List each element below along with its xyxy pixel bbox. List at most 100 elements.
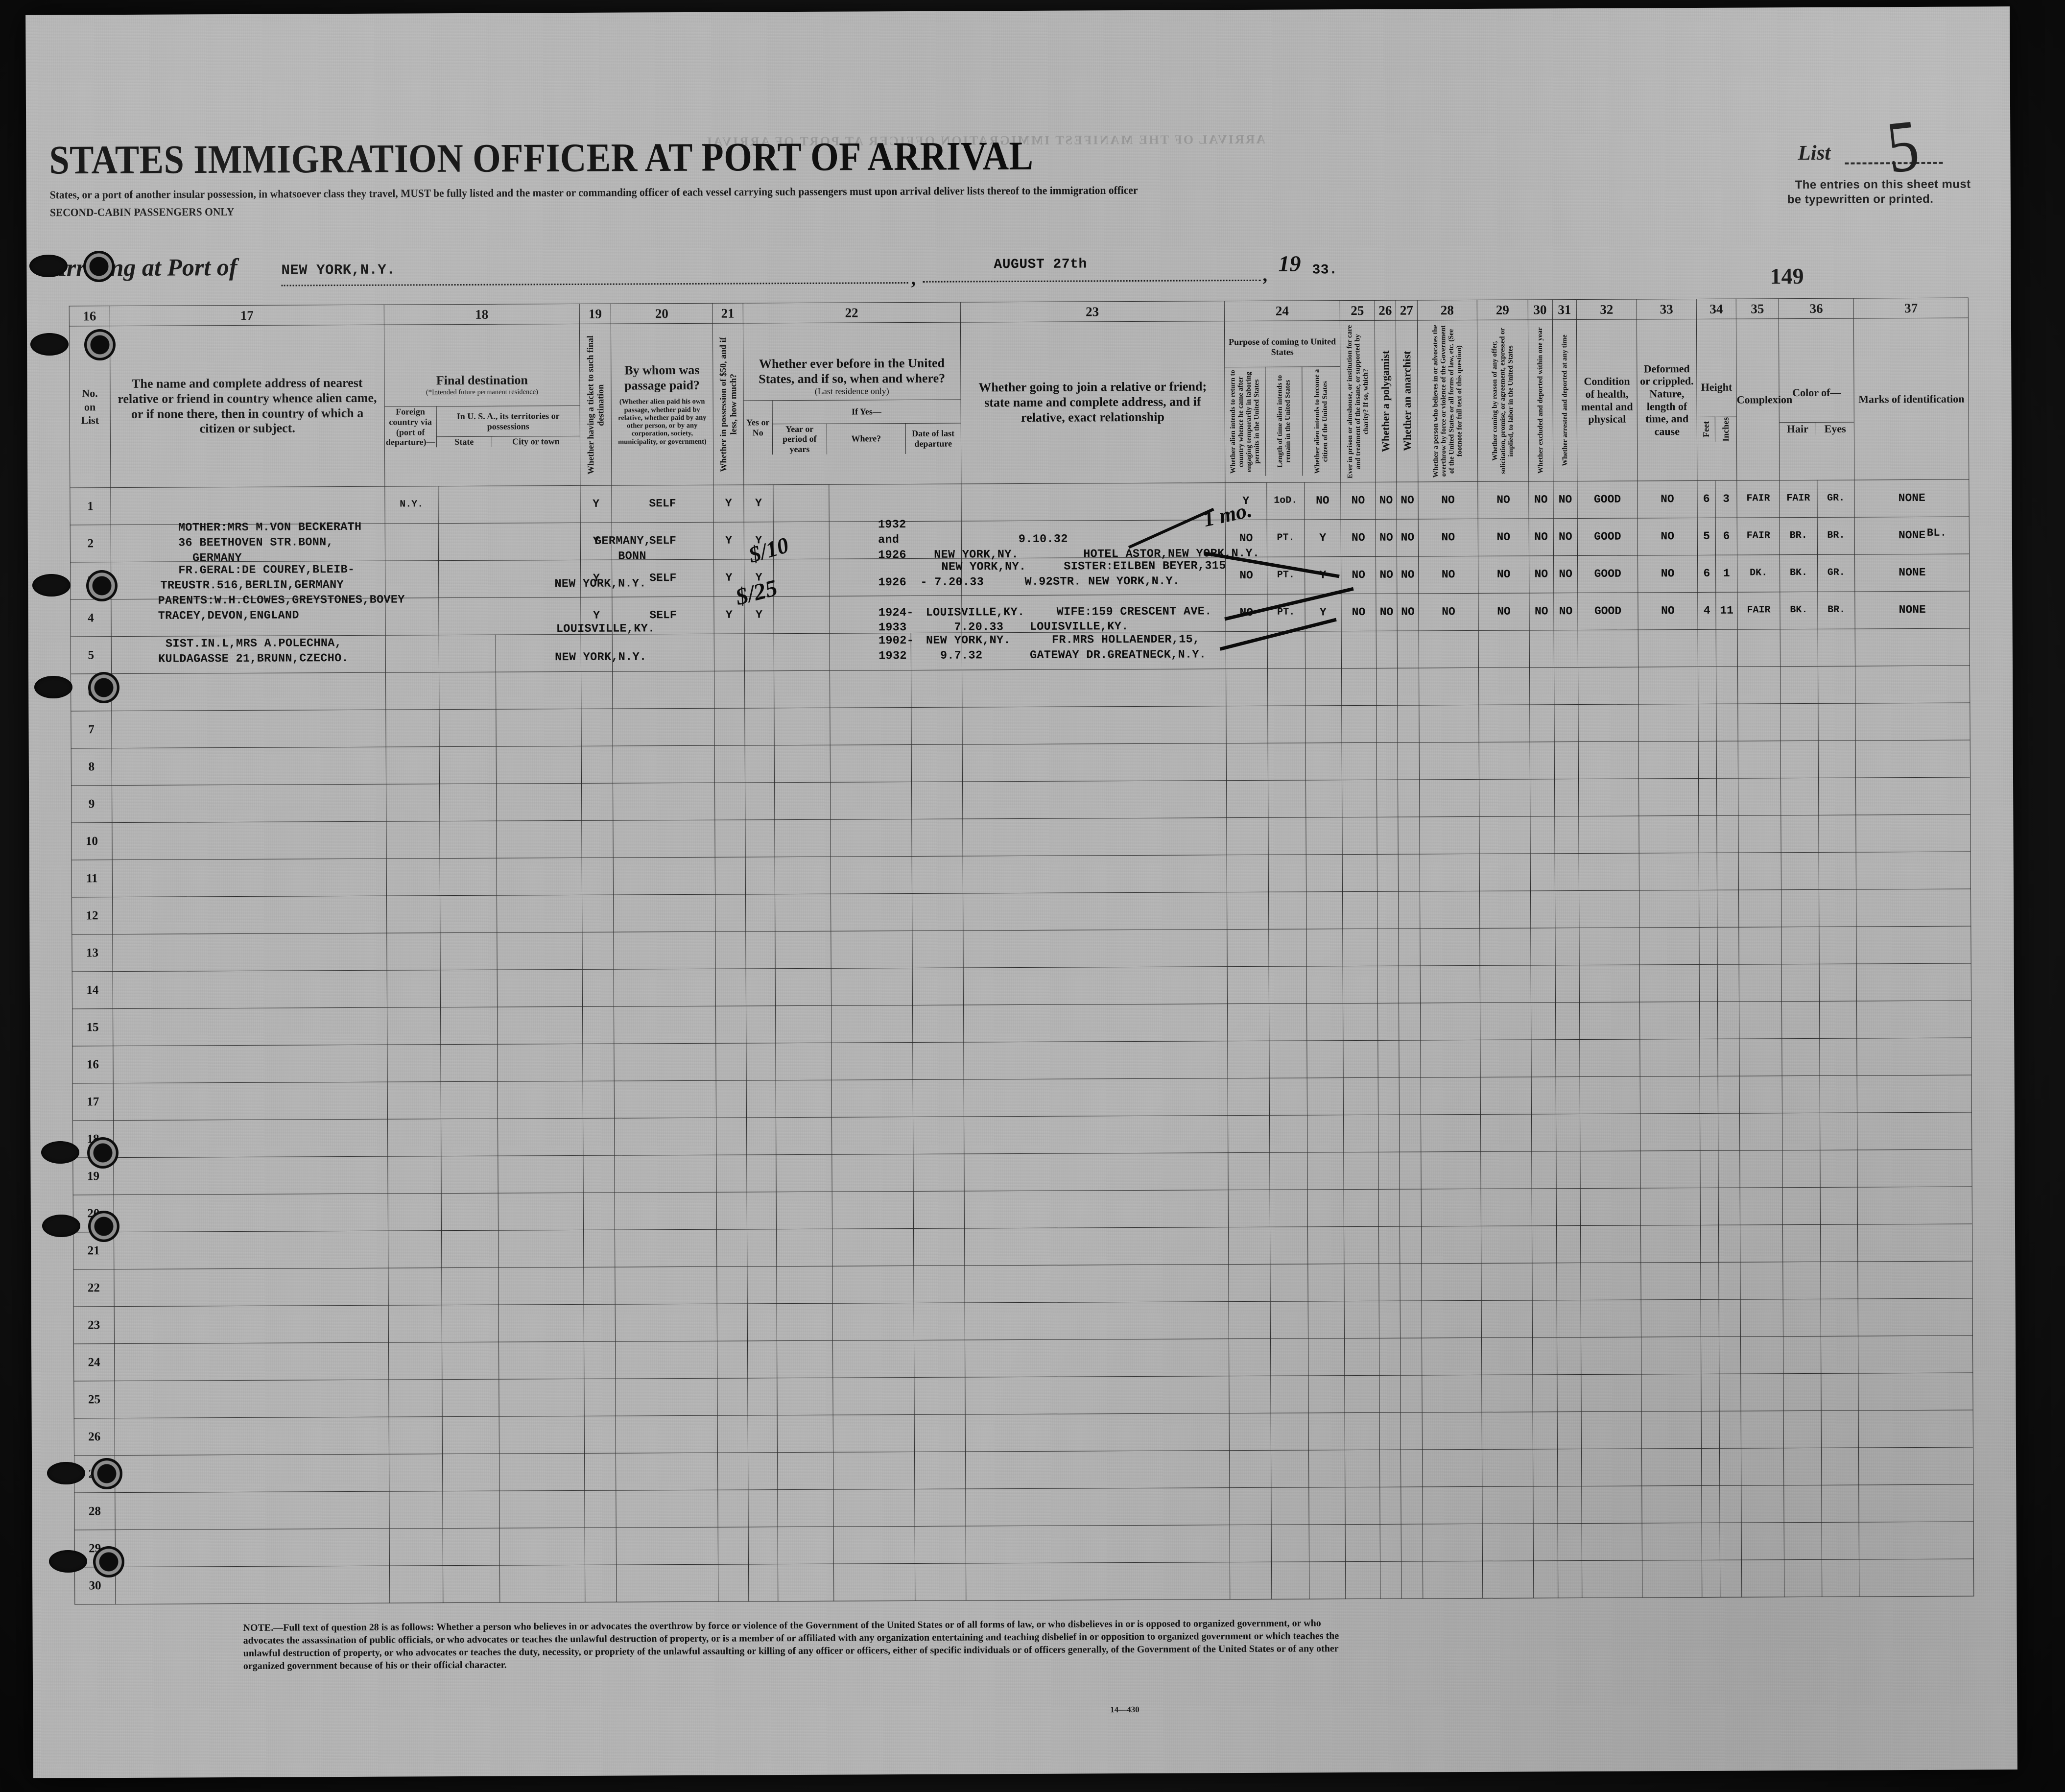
empty-cell bbox=[1532, 1263, 1557, 1300]
empty-cell bbox=[1719, 1374, 1741, 1411]
empty-cell bbox=[744, 708, 775, 745]
empty-cell bbox=[385, 709, 439, 747]
empty-cell bbox=[1532, 1411, 1558, 1449]
empty-cell bbox=[113, 970, 387, 1009]
empty-cell bbox=[1783, 1299, 1821, 1337]
empty-cell bbox=[1531, 1114, 1556, 1151]
empty-cell bbox=[1818, 741, 1856, 778]
empty-cell bbox=[1532, 1374, 1557, 1412]
empty-cell bbox=[1783, 1410, 1822, 1448]
empty-cell bbox=[748, 1489, 778, 1527]
empty-cell bbox=[1858, 1261, 1973, 1299]
header-16-l1: No. bbox=[82, 387, 98, 400]
punch-hole-8 bbox=[49, 1550, 87, 1573]
row-number: 14 bbox=[72, 971, 113, 1009]
empty-cell bbox=[613, 857, 715, 895]
colnum-31: 31 bbox=[1552, 299, 1577, 320]
empty-cell bbox=[714, 819, 746, 858]
empty-cell bbox=[1308, 1487, 1346, 1525]
empty-cell bbox=[1478, 667, 1530, 705]
empty-cell bbox=[1639, 1076, 1700, 1114]
empty-cell bbox=[745, 745, 775, 783]
empty-cell bbox=[963, 929, 1227, 968]
empty-cell bbox=[615, 1266, 717, 1305]
empty-cell bbox=[1718, 1150, 1740, 1188]
empty-cell bbox=[1480, 1039, 1531, 1077]
header-20-subtitle: (Whether alien paid his own passage, whe… bbox=[618, 398, 707, 446]
cell-30: NO bbox=[1529, 593, 1554, 630]
empty-cell bbox=[1700, 1188, 1719, 1225]
empty-cell bbox=[1530, 928, 1555, 965]
cell-37: NONE bbox=[1854, 479, 1970, 518]
empty-cell bbox=[498, 1304, 584, 1342]
cell-35: DK. bbox=[1737, 554, 1780, 593]
empty-cell bbox=[1377, 854, 1399, 892]
empty-cell bbox=[1422, 1524, 1483, 1561]
empty-cell bbox=[584, 1304, 616, 1342]
empty-cell bbox=[1581, 1337, 1641, 1375]
empty-cell bbox=[1699, 964, 1718, 1002]
empty-cell bbox=[582, 1044, 615, 1081]
empty-cell bbox=[1741, 1448, 1784, 1486]
empty-cell bbox=[581, 783, 614, 821]
empty-cell bbox=[1717, 890, 1739, 928]
empty-cell bbox=[1717, 964, 1739, 1002]
empty-cell bbox=[1419, 742, 1479, 780]
page-number: 149 bbox=[1770, 263, 1804, 289]
empty-cell bbox=[833, 1414, 915, 1453]
empty-cell bbox=[1856, 926, 1971, 964]
header-34-inches: Inches bbox=[1720, 417, 1731, 442]
year-prefix: 19 bbox=[1278, 251, 1301, 276]
empty-cell bbox=[1307, 1301, 1345, 1338]
empty-cell bbox=[1818, 666, 1856, 704]
cell-33: NO bbox=[1638, 555, 1698, 593]
empty-cell bbox=[1533, 1560, 1558, 1598]
empty-cell bbox=[1479, 816, 1530, 854]
empty-cell bbox=[746, 1154, 777, 1192]
empty-cell bbox=[1716, 629, 1738, 667]
empty-cell bbox=[1422, 1449, 1482, 1487]
header-18-foreign-country: Foreign country via (port of departure)— bbox=[385, 406, 435, 448]
empty-cell bbox=[776, 1154, 832, 1192]
header-24-citizen: Whether alien intends to become a citize… bbox=[1313, 369, 1329, 474]
empty-cell bbox=[1342, 817, 1377, 855]
header-subtitle-line2: SECOND-CABIN PASSENGERS ONLY bbox=[49, 205, 235, 219]
cell-28: NO bbox=[1418, 556, 1478, 594]
cell-37: NONE bbox=[1855, 591, 1970, 629]
empty-cell bbox=[496, 709, 582, 747]
empty-cell bbox=[1532, 1300, 1557, 1338]
empty-cell bbox=[1557, 1374, 1582, 1412]
empty-cell bbox=[1858, 1336, 1973, 1374]
empty-cell bbox=[1397, 668, 1419, 706]
empty-cell bbox=[115, 1566, 390, 1604]
row-number: 10 bbox=[71, 822, 113, 860]
empty-cell bbox=[1306, 1077, 1344, 1115]
empty-cell bbox=[1400, 1226, 1422, 1264]
empty-cell bbox=[776, 1117, 832, 1155]
empty-cell bbox=[1642, 1560, 1702, 1598]
arriving-at-port-label: Arriving at Port of bbox=[50, 253, 237, 282]
empty-cell bbox=[1480, 965, 1531, 1003]
empty-cell bbox=[1482, 1486, 1533, 1524]
empty-cell bbox=[1741, 1559, 1784, 1598]
empty-cell bbox=[1229, 1450, 1271, 1488]
entry-1-eyes-upper: BL. bbox=[1926, 526, 1947, 539]
empty-cell bbox=[1345, 1487, 1380, 1525]
empty-cell bbox=[831, 1005, 913, 1043]
cell-33: NO bbox=[1637, 518, 1698, 556]
cell-24-length: PT. bbox=[1266, 519, 1305, 557]
empty-cell bbox=[1701, 1337, 1720, 1374]
empty-cell bbox=[1699, 1002, 1718, 1039]
empty-cell bbox=[1781, 889, 1819, 927]
empty-cell bbox=[717, 1452, 748, 1490]
header-31-text: Whether arrested and deported at any tim… bbox=[1560, 335, 1569, 466]
empty-cell bbox=[746, 1005, 776, 1043]
empty-cell bbox=[1421, 1189, 1481, 1226]
empty-cell bbox=[830, 707, 912, 745]
empty-cell bbox=[1698, 741, 1717, 779]
empty-cell bbox=[1741, 1485, 1784, 1523]
header-18-state: State bbox=[454, 437, 474, 447]
empty-cell bbox=[747, 1229, 777, 1266]
empty-cell bbox=[1717, 1002, 1739, 1039]
cell-22-yesno: Y bbox=[743, 484, 774, 522]
